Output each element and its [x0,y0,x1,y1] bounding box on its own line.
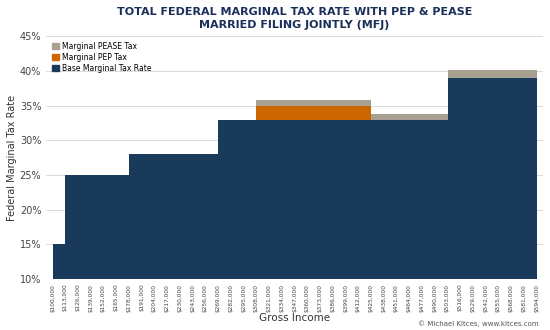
Title: TOTAL FEDERAL MARGINAL TAX RATE WITH PEP & PEASE
MARRIED FILING JOINTLY (MFJ): TOTAL FEDERAL MARGINAL TAX RATE WITH PEP… [117,7,472,30]
Y-axis label: Federal Marginal Tax Rate: Federal Marginal Tax Rate [7,95,17,221]
X-axis label: Gross Income: Gross Income [259,313,330,323]
Text: © Michael Kitces, www.kitces.com: © Michael Kitces, www.kitces.com [419,320,539,327]
Legend: Marginal PEASE Tax, Marginal PEP Tax, Base Marginal Tax Rate: Marginal PEASE Tax, Marginal PEP Tax, Ba… [50,40,153,74]
